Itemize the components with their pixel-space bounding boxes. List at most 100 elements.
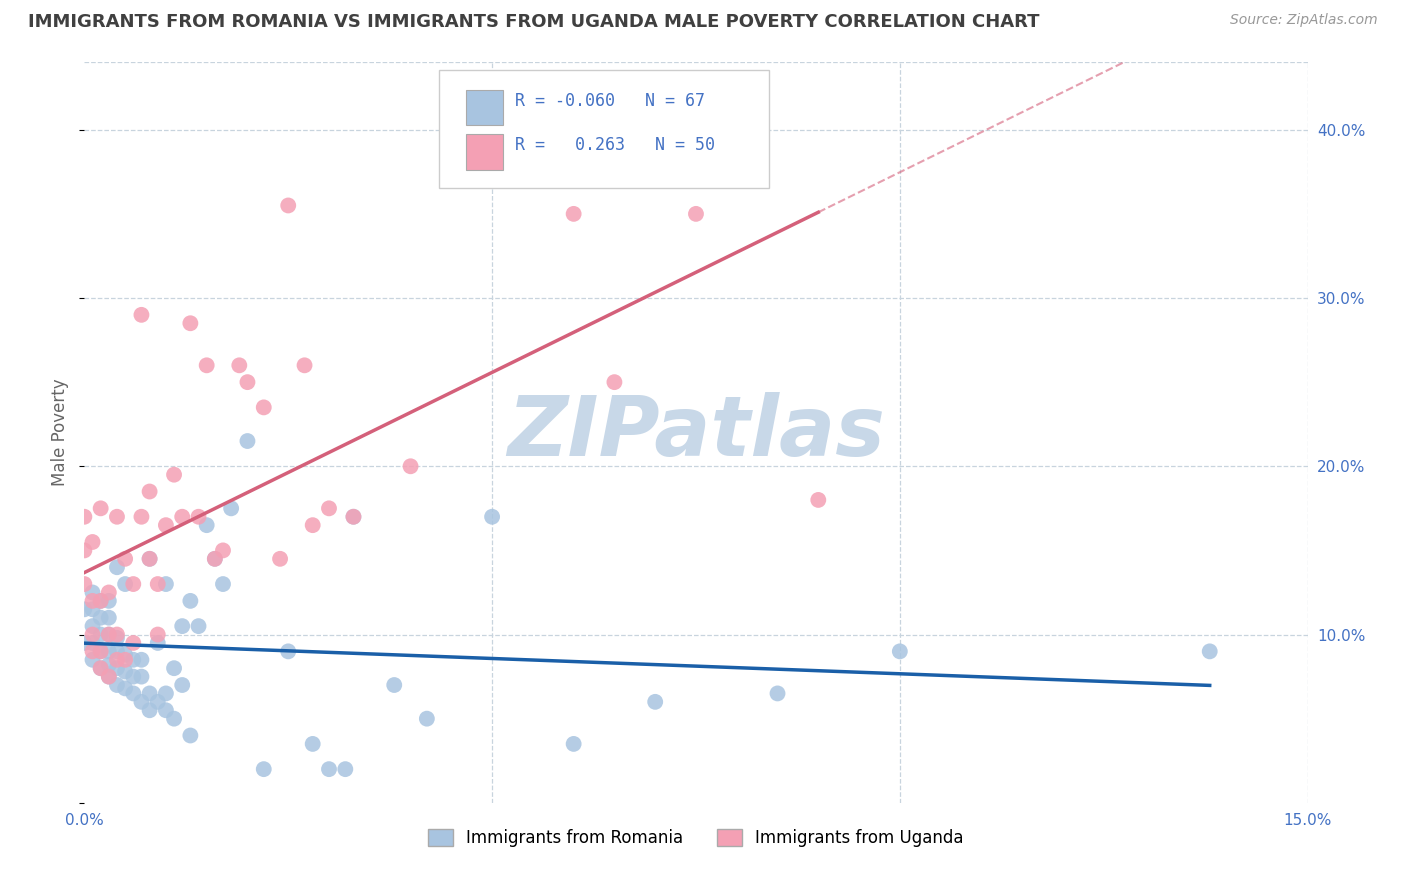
Point bbox=[82, 535, 104, 549]
Point bbox=[301, 518, 323, 533]
Point bbox=[562, 737, 585, 751]
Point bbox=[122, 686, 145, 700]
Point bbox=[294, 359, 316, 373]
Point bbox=[179, 316, 201, 330]
Point bbox=[82, 619, 104, 633]
FancyBboxPatch shape bbox=[465, 90, 503, 126]
Point bbox=[82, 636, 104, 650]
Point bbox=[90, 661, 112, 675]
Point bbox=[1198, 644, 1220, 658]
FancyBboxPatch shape bbox=[465, 135, 503, 169]
Point bbox=[301, 737, 323, 751]
Point bbox=[131, 653, 153, 667]
Point bbox=[146, 695, 169, 709]
Point bbox=[155, 686, 177, 700]
Point bbox=[131, 509, 153, 524]
Point bbox=[105, 631, 128, 645]
Point bbox=[97, 627, 120, 641]
Point bbox=[114, 551, 136, 566]
Point bbox=[172, 678, 194, 692]
Point bbox=[82, 602, 104, 616]
Point bbox=[82, 594, 104, 608]
Point bbox=[131, 695, 153, 709]
Point bbox=[335, 762, 357, 776]
Point bbox=[179, 729, 201, 743]
Point bbox=[163, 712, 186, 726]
Point bbox=[342, 509, 364, 524]
Point bbox=[73, 636, 96, 650]
Point bbox=[114, 681, 136, 696]
Point bbox=[122, 653, 145, 667]
Point bbox=[187, 619, 209, 633]
Point bbox=[114, 653, 136, 667]
Y-axis label: Male Poverty: Male Poverty bbox=[51, 379, 69, 486]
Point bbox=[146, 627, 169, 641]
Point bbox=[73, 543, 96, 558]
Point bbox=[114, 665, 136, 679]
Point bbox=[97, 610, 120, 624]
Point bbox=[172, 509, 194, 524]
Point bbox=[97, 644, 120, 658]
Point bbox=[82, 644, 104, 658]
Point bbox=[416, 712, 439, 726]
Point bbox=[97, 670, 120, 684]
Point bbox=[562, 207, 585, 221]
Point bbox=[195, 359, 218, 373]
Point bbox=[82, 653, 104, 667]
Point bbox=[90, 594, 112, 608]
Point bbox=[685, 207, 707, 221]
Point bbox=[73, 577, 96, 591]
Point bbox=[131, 308, 153, 322]
Point bbox=[97, 657, 120, 672]
Point bbox=[277, 644, 299, 658]
Point bbox=[481, 131, 503, 145]
Point bbox=[318, 762, 340, 776]
FancyBboxPatch shape bbox=[439, 70, 769, 188]
Point bbox=[73, 509, 96, 524]
Point bbox=[105, 560, 128, 574]
Point bbox=[90, 501, 112, 516]
Point bbox=[889, 644, 911, 658]
Point bbox=[163, 661, 186, 675]
Point bbox=[122, 670, 145, 684]
Point bbox=[253, 762, 276, 776]
Point bbox=[481, 509, 503, 524]
Point bbox=[105, 644, 128, 658]
Point bbox=[187, 509, 209, 524]
Point bbox=[253, 401, 276, 415]
Point bbox=[236, 434, 259, 448]
Point bbox=[219, 501, 242, 516]
Point bbox=[236, 375, 259, 389]
Point bbox=[138, 703, 160, 717]
Point bbox=[155, 577, 177, 591]
Point bbox=[90, 644, 112, 658]
Point bbox=[644, 695, 666, 709]
Point bbox=[138, 551, 160, 566]
Point bbox=[399, 459, 422, 474]
Point bbox=[105, 627, 128, 641]
Point bbox=[212, 543, 235, 558]
Point bbox=[73, 602, 96, 616]
Point bbox=[212, 577, 235, 591]
Point bbox=[807, 492, 830, 507]
Point bbox=[155, 518, 177, 533]
Text: Source: ZipAtlas.com: Source: ZipAtlas.com bbox=[1230, 13, 1378, 28]
Point bbox=[138, 484, 160, 499]
Point bbox=[114, 648, 136, 662]
Point bbox=[163, 467, 186, 482]
Point bbox=[90, 627, 112, 641]
Point bbox=[382, 678, 405, 692]
Point bbox=[90, 644, 112, 658]
Point bbox=[97, 627, 120, 641]
Point bbox=[114, 577, 136, 591]
Text: ZIPatlas: ZIPatlas bbox=[508, 392, 884, 473]
Point bbox=[318, 501, 340, 516]
Point bbox=[195, 518, 218, 533]
Point bbox=[105, 678, 128, 692]
Point bbox=[122, 636, 145, 650]
Point bbox=[138, 551, 160, 566]
Point bbox=[97, 585, 120, 599]
Point bbox=[146, 636, 169, 650]
Point bbox=[146, 577, 169, 591]
Point bbox=[172, 619, 194, 633]
